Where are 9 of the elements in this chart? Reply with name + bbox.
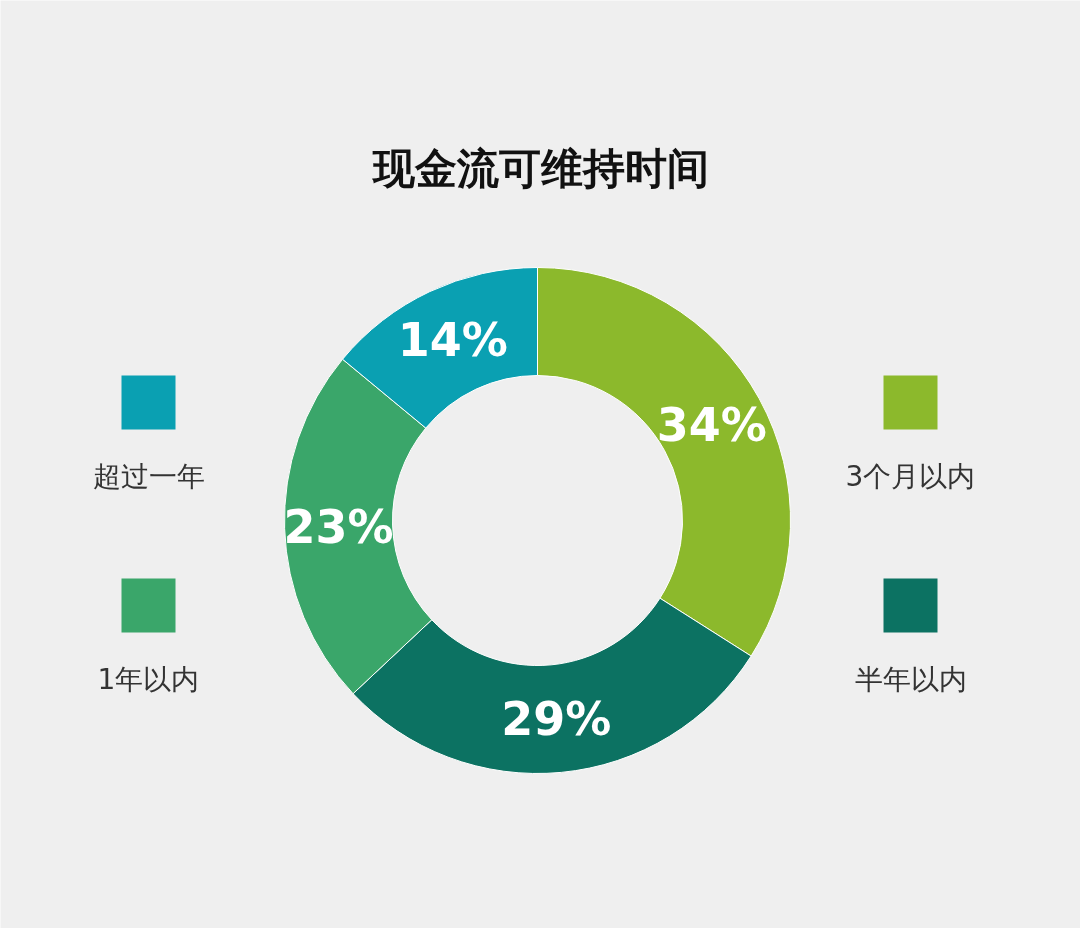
data-label: 23%	[283, 499, 394, 554]
data-label: 34%	[656, 397, 767, 452]
legend-label: 1年以内	[97, 663, 200, 696]
data-label: 29%	[501, 691, 612, 746]
legend-label: 3个月以内	[845, 460, 976, 493]
data-label: 14%	[397, 313, 508, 368]
chart-title: 现金流可维持时间	[370, 144, 709, 193]
legend-label: 半年以内	[854, 663, 967, 696]
legend-label: 超过一年	[92, 460, 205, 493]
